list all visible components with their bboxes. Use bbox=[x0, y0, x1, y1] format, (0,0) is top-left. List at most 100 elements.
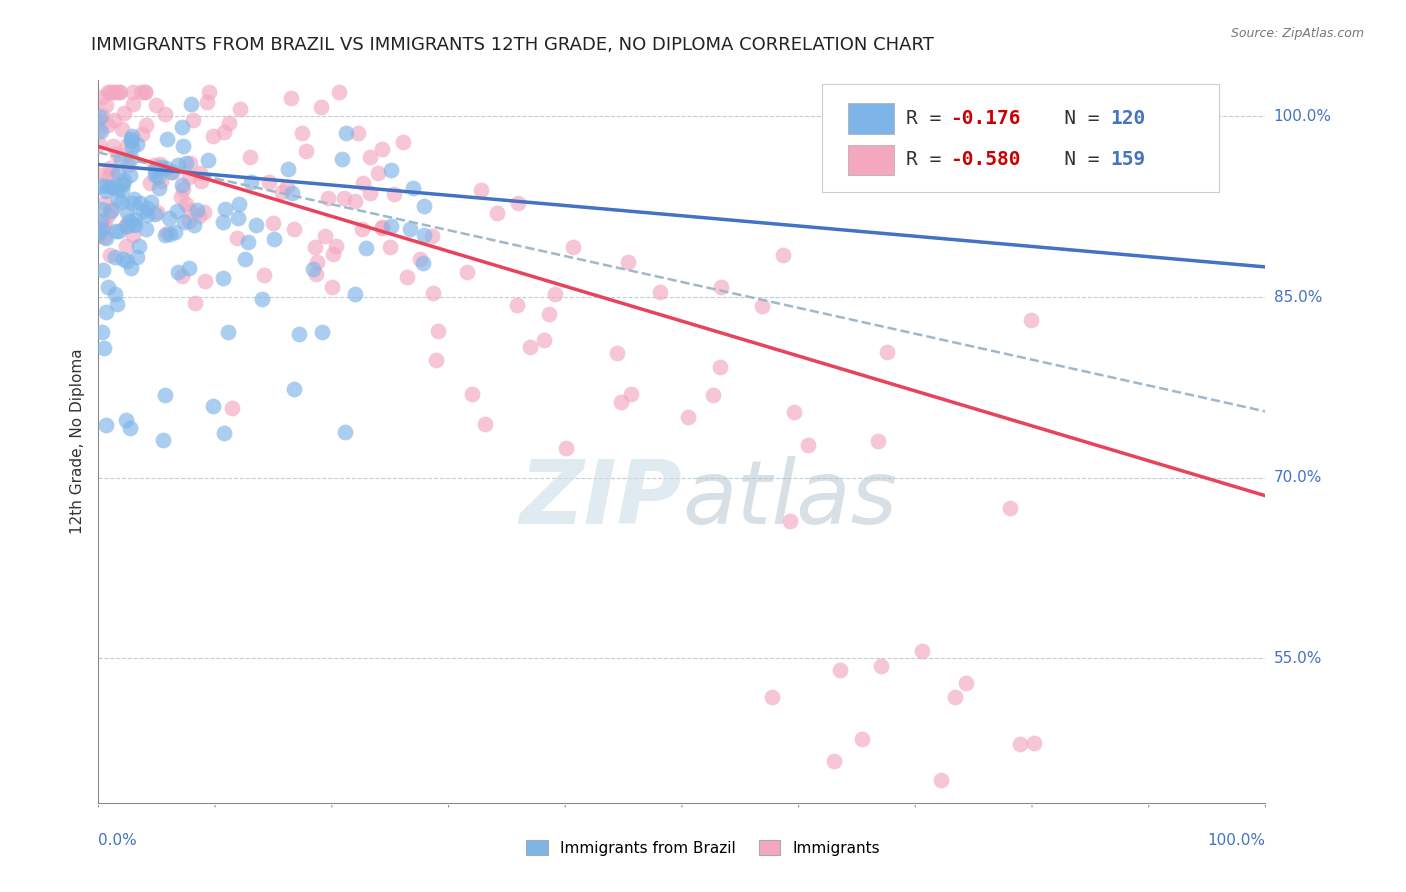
Point bbox=[198, 85, 221, 99]
Point bbox=[290, 126, 312, 140]
Text: N =: N = bbox=[1029, 109, 1111, 128]
Point bbox=[228, 196, 250, 211]
Point bbox=[107, 181, 129, 195]
Point bbox=[606, 345, 628, 359]
Point bbox=[91, 263, 114, 277]
Point bbox=[135, 208, 157, 222]
Text: atlas: atlas bbox=[682, 457, 897, 542]
Point bbox=[143, 162, 166, 177]
Text: Source: ZipAtlas.com: Source: ZipAtlas.com bbox=[1230, 27, 1364, 40]
Point bbox=[392, 135, 415, 149]
Point bbox=[876, 345, 898, 359]
Point bbox=[153, 107, 176, 121]
Point bbox=[188, 166, 211, 180]
Text: 100.0%: 100.0% bbox=[1208, 833, 1265, 848]
Point bbox=[141, 195, 163, 210]
Text: IMMIGRANTS FROM BRAZIL VS IMMIGRANTS 12TH GRADE, NO DIPLOMA CORRELATION CHART: IMMIGRANTS FROM BRAZIL VS IMMIGRANTS 12T… bbox=[91, 36, 934, 54]
Point bbox=[107, 192, 129, 206]
Point bbox=[120, 134, 142, 148]
Point bbox=[115, 205, 138, 219]
Point bbox=[314, 229, 336, 244]
Point bbox=[124, 211, 146, 226]
Point bbox=[90, 214, 112, 228]
Point bbox=[239, 150, 262, 164]
Point bbox=[153, 388, 176, 402]
Point bbox=[110, 194, 132, 209]
Point bbox=[183, 296, 205, 310]
Point bbox=[250, 292, 273, 306]
Point bbox=[149, 160, 172, 174]
Point bbox=[162, 165, 184, 179]
Point bbox=[100, 161, 122, 176]
Point bbox=[333, 192, 356, 206]
Point bbox=[1019, 313, 1042, 327]
Point bbox=[866, 434, 889, 448]
FancyBboxPatch shape bbox=[848, 145, 894, 175]
Point bbox=[533, 333, 555, 347]
Point bbox=[174, 197, 197, 211]
Point bbox=[280, 186, 302, 200]
Point bbox=[302, 261, 325, 276]
Point bbox=[87, 136, 110, 151]
Point bbox=[321, 280, 343, 294]
Point bbox=[214, 202, 236, 217]
Point bbox=[422, 286, 444, 301]
Point bbox=[94, 418, 117, 433]
Point bbox=[202, 399, 225, 413]
Point bbox=[371, 220, 394, 235]
Text: R =: R = bbox=[905, 150, 953, 169]
Point bbox=[226, 231, 249, 245]
Point bbox=[166, 157, 188, 171]
Point bbox=[212, 215, 235, 229]
Point bbox=[180, 97, 202, 112]
Point bbox=[91, 221, 114, 235]
Point bbox=[427, 324, 450, 338]
Point bbox=[118, 168, 141, 182]
Point bbox=[179, 169, 201, 184]
Point bbox=[94, 216, 117, 230]
Point bbox=[97, 85, 120, 99]
Point bbox=[380, 219, 402, 234]
Point bbox=[97, 169, 120, 184]
Point bbox=[305, 255, 328, 269]
Point bbox=[143, 207, 166, 221]
Point bbox=[783, 405, 806, 419]
Point bbox=[409, 252, 432, 267]
Point bbox=[470, 183, 492, 197]
Point bbox=[115, 219, 138, 233]
Point bbox=[187, 209, 209, 223]
Point bbox=[304, 239, 326, 253]
Point bbox=[121, 140, 143, 154]
Point bbox=[132, 203, 155, 218]
Point bbox=[283, 382, 305, 396]
Point bbox=[89, 110, 111, 124]
Point bbox=[105, 224, 128, 238]
Point bbox=[121, 129, 143, 144]
Point bbox=[156, 132, 179, 146]
Point bbox=[122, 217, 145, 231]
Point bbox=[118, 421, 141, 435]
Point bbox=[157, 211, 180, 225]
Text: 0.0%: 0.0% bbox=[98, 833, 138, 848]
Point bbox=[911, 644, 934, 658]
Point bbox=[110, 85, 132, 99]
Point bbox=[555, 441, 578, 455]
Point bbox=[283, 222, 305, 236]
Point bbox=[955, 676, 977, 690]
Point bbox=[544, 287, 567, 301]
Point bbox=[276, 180, 298, 194]
Point bbox=[117, 158, 139, 172]
Point bbox=[93, 229, 115, 244]
Point bbox=[322, 247, 344, 261]
Point bbox=[328, 85, 350, 99]
Point bbox=[998, 500, 1021, 515]
Point bbox=[135, 222, 157, 236]
Point bbox=[138, 177, 160, 191]
Point bbox=[186, 202, 208, 217]
Point bbox=[399, 222, 422, 236]
Point bbox=[93, 341, 115, 355]
Point bbox=[103, 139, 125, 153]
Point bbox=[104, 286, 127, 301]
Point bbox=[129, 196, 152, 211]
Point bbox=[359, 186, 381, 201]
